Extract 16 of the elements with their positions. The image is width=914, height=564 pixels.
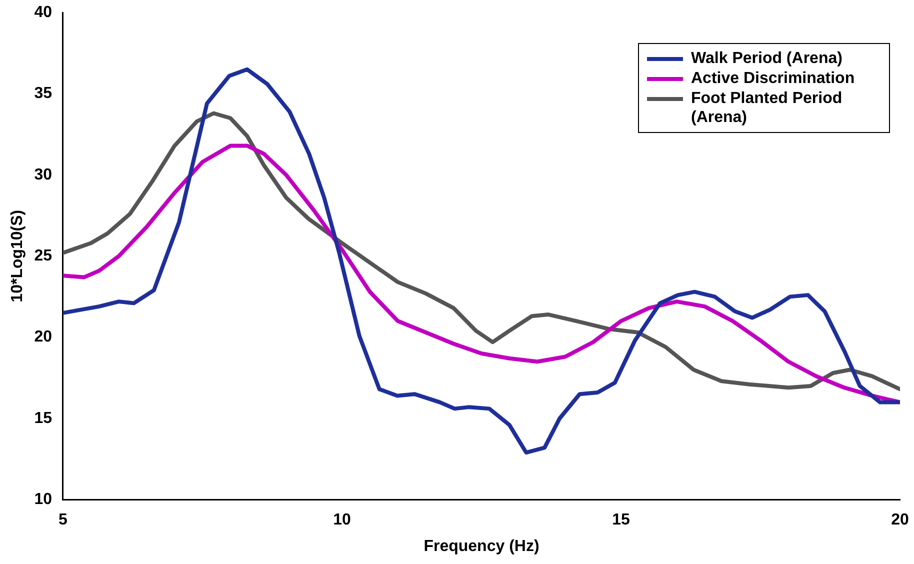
y-tick-label: 30 (34, 166, 52, 184)
y-tick-label: 25 (34, 248, 52, 265)
legend-label: Foot Planted Period (Arena) (691, 88, 844, 127)
legend-label: Active Discrimination (691, 68, 855, 88)
x-axis-title: Frequency (Hz) (424, 538, 540, 555)
y-tick-label: 20 (34, 328, 52, 346)
y-tick-label: 35 (34, 85, 52, 102)
y-tick-label: 10 (34, 491, 52, 508)
y-tick-label: 40 (34, 4, 52, 22)
x-tick-label: 20 (891, 512, 909, 529)
legend-label: Walk Period (Arena) (691, 48, 842, 68)
x-tick-label: 15 (612, 512, 630, 529)
x-tick-label: 5 (58, 512, 68, 529)
y-tick-label: 15 (34, 410, 52, 427)
x-tick-label: 10 (333, 512, 351, 529)
y-axis-title: 10*Log10(S) (9, 210, 26, 302)
